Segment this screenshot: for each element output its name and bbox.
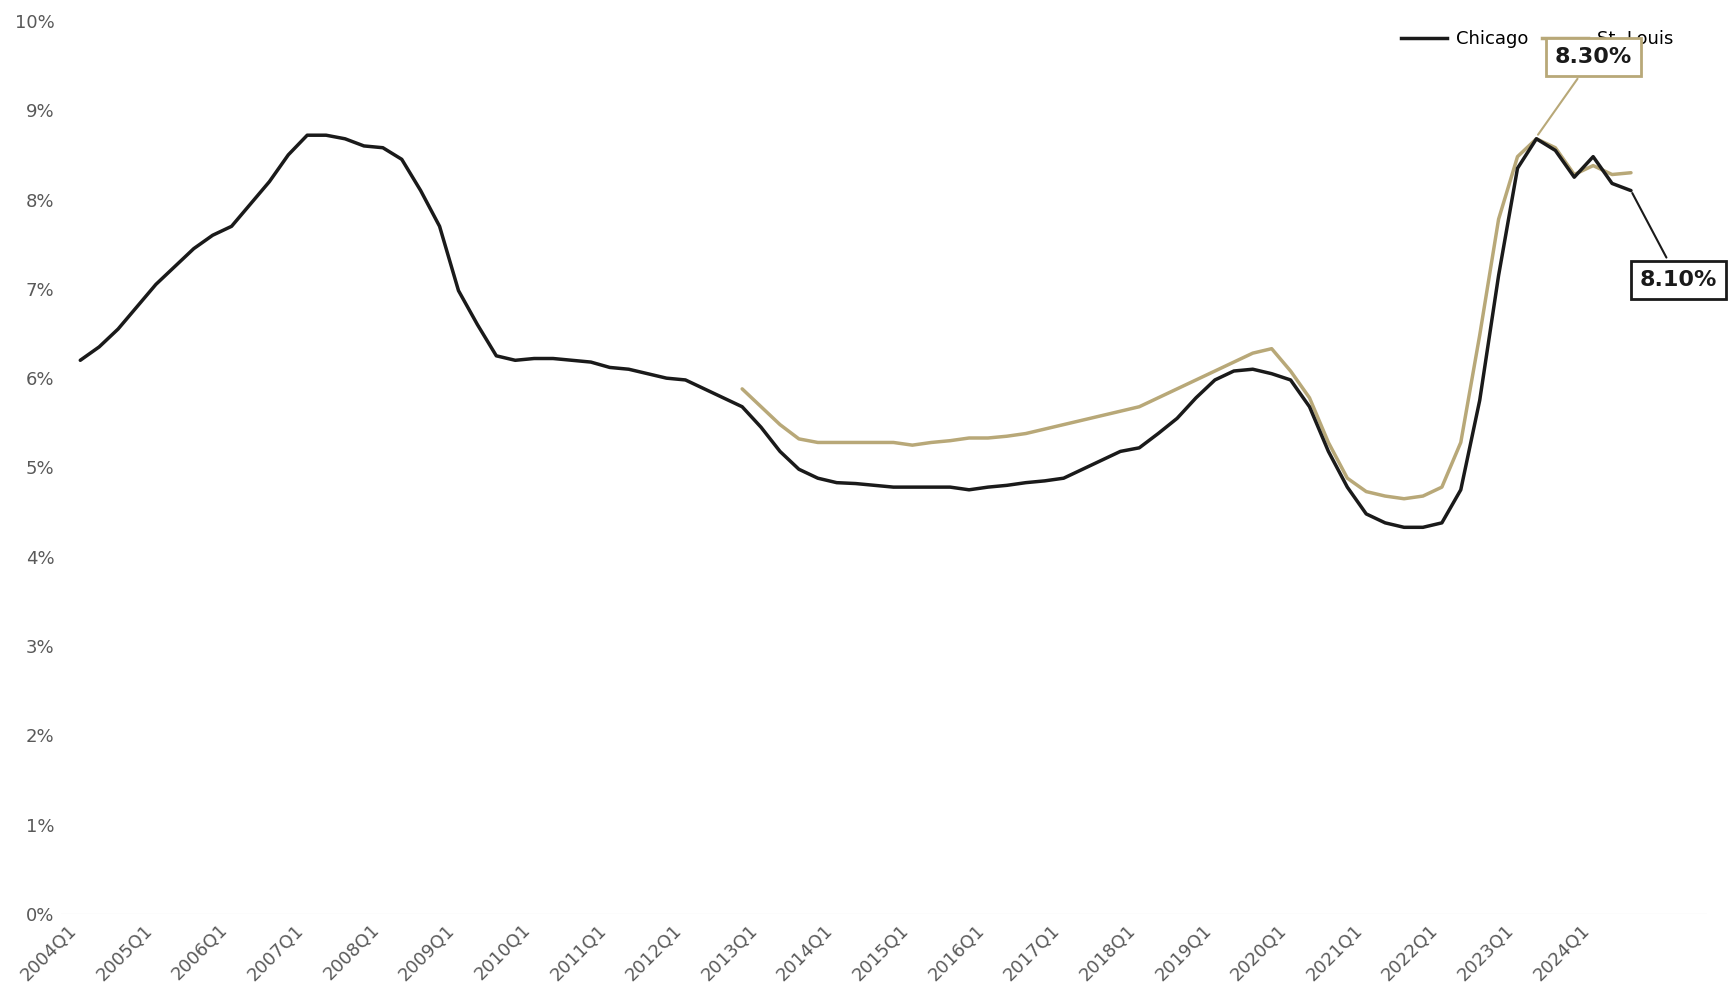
Text: 8.30%: 8.30%	[1538, 47, 1632, 135]
Text: 8.10%: 8.10%	[1632, 193, 1717, 289]
Legend: Chicago, St. Louis: Chicago, St. Louis	[1401, 30, 1674, 48]
